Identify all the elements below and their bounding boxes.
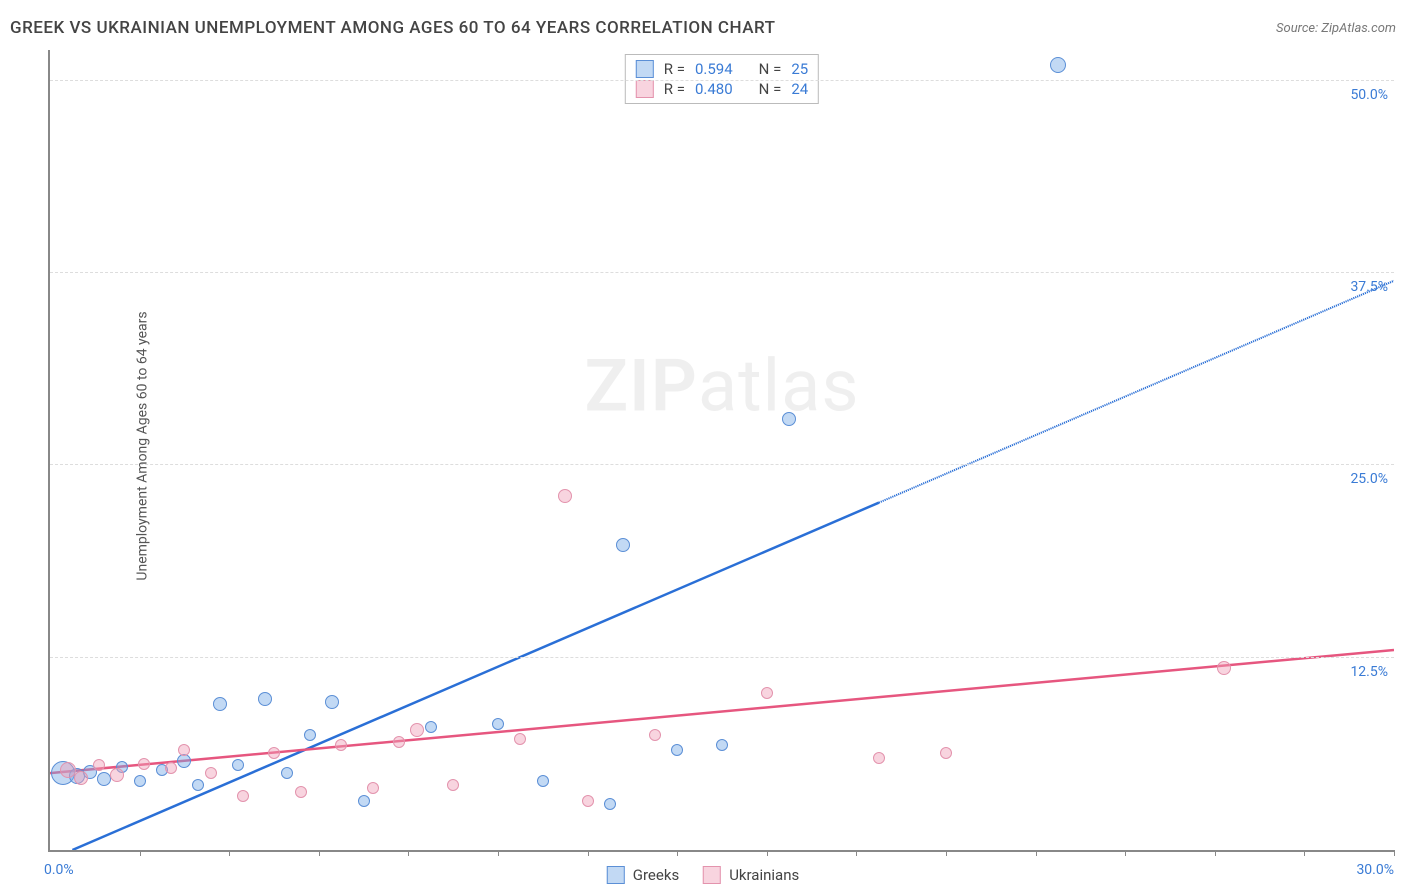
scatter-point <box>716 739 728 751</box>
scatter-point <box>205 767 217 779</box>
correlation-row: R = 0.480 N = 24 <box>636 79 808 99</box>
scatter-point <box>134 775 146 787</box>
trend-line-dashed <box>879 281 1394 503</box>
x-tick <box>677 850 678 856</box>
watermark: ZIPatlas <box>584 344 859 429</box>
r-label: R = <box>664 60 685 78</box>
x-tick <box>140 850 141 856</box>
scatter-point <box>213 697 227 711</box>
n-value: 24 <box>791 80 808 98</box>
gridline-h <box>50 272 1394 273</box>
chart-source: Source: ZipAtlas.com <box>1276 21 1396 36</box>
x-tick <box>408 850 409 856</box>
x-tick <box>229 850 230 856</box>
scatter-point <box>940 747 952 759</box>
legend-swatch <box>636 80 654 98</box>
n-value: 25 <box>791 60 808 78</box>
scatter-point <box>304 729 316 741</box>
scatter-point <box>97 772 111 786</box>
scatter-point <box>367 782 379 794</box>
scatter-point <box>335 739 347 751</box>
gridline-h <box>50 657 1394 658</box>
y-tick-label: 25.0% <box>1350 471 1388 487</box>
scatter-point <box>582 795 594 807</box>
legend-swatch <box>636 60 654 78</box>
r-value: 0.480 <box>695 80 733 98</box>
legend-swatch <box>607 866 625 884</box>
scatter-point <box>425 721 437 733</box>
x-tick <box>588 850 589 856</box>
y-tick-label: 50.0% <box>1350 87 1388 103</box>
scatter-point <box>1050 57 1066 73</box>
scatter-point <box>393 736 405 748</box>
x-tick <box>946 850 947 856</box>
scatter-point <box>1217 661 1231 675</box>
x-tick <box>1125 850 1126 856</box>
x-start-label: 0.0% <box>44 862 74 878</box>
scatter-point <box>237 790 249 802</box>
n-label: N = <box>759 80 782 98</box>
x-tick <box>498 850 499 856</box>
watermark-bold: ZIP <box>584 344 697 429</box>
chart-header: GREEK VS UKRAINIAN UNEMPLOYMENT AMONG AG… <box>10 18 1396 38</box>
scatter-point <box>232 759 244 771</box>
x-tick <box>1036 850 1037 856</box>
x-tick <box>1215 850 1216 856</box>
scatter-point <box>873 752 885 764</box>
scatter-point <box>761 687 773 699</box>
scatter-point <box>358 795 370 807</box>
legend-label: Greeks <box>633 866 679 884</box>
scatter-point <box>74 771 88 785</box>
scatter-point <box>165 762 177 774</box>
plot-area: ZIPatlas R = 0.594 N = 25 R = 0.480 N = 24 12.5… <box>48 50 1394 852</box>
legend-item: Ukrainians <box>703 866 799 884</box>
series-legend: Greeks Ukrainians <box>607 866 799 884</box>
scatter-point <box>514 733 526 745</box>
scatter-point <box>258 692 272 706</box>
scatter-point <box>671 744 683 756</box>
scatter-point <box>138 758 150 770</box>
gridline-h <box>50 80 1394 81</box>
scatter-point <box>782 412 796 426</box>
chart-container: ZIPatlas R = 0.594 N = 25 R = 0.480 N = 24 12.5… <box>48 50 1394 852</box>
scatter-point <box>649 729 661 741</box>
x-tick <box>1394 850 1395 856</box>
trend-line <box>50 650 1394 773</box>
scatter-point <box>410 723 424 737</box>
scatter-point <box>281 767 293 779</box>
scatter-point <box>295 786 307 798</box>
legend-label: Ukrainians <box>729 866 799 884</box>
x-tick <box>767 850 768 856</box>
y-tick-label: 12.5% <box>1350 664 1388 680</box>
gridline-h <box>50 464 1394 465</box>
scatter-point <box>492 718 504 730</box>
legend-swatch <box>703 866 721 884</box>
x-tick <box>319 850 320 856</box>
scatter-point <box>192 779 204 791</box>
scatter-point <box>93 759 105 771</box>
y-tick-label: 37.5% <box>1350 279 1388 295</box>
scatter-point <box>537 775 549 787</box>
correlation-row: R = 0.594 N = 25 <box>636 59 808 79</box>
trend-lines <box>50 50 1394 850</box>
r-value: 0.594 <box>695 60 733 78</box>
n-label: N = <box>759 60 782 78</box>
scatter-point <box>325 695 339 709</box>
scatter-point <box>558 489 572 503</box>
scatter-point <box>447 779 459 791</box>
scatter-point <box>616 538 630 552</box>
scatter-point <box>178 744 190 756</box>
chart-title: GREEK VS UKRAINIAN UNEMPLOYMENT AMONG AG… <box>10 18 776 38</box>
trend-line <box>72 503 878 850</box>
scatter-point <box>110 768 124 782</box>
scatter-point <box>604 798 616 810</box>
legend-item: Greeks <box>607 866 679 884</box>
x-tick <box>1304 850 1305 856</box>
scatter-point <box>268 747 280 759</box>
watermark-rest: atlas <box>698 344 860 429</box>
x-end-label: 30.0% <box>1356 862 1394 878</box>
r-label: R = <box>664 80 685 98</box>
x-tick <box>856 850 857 856</box>
